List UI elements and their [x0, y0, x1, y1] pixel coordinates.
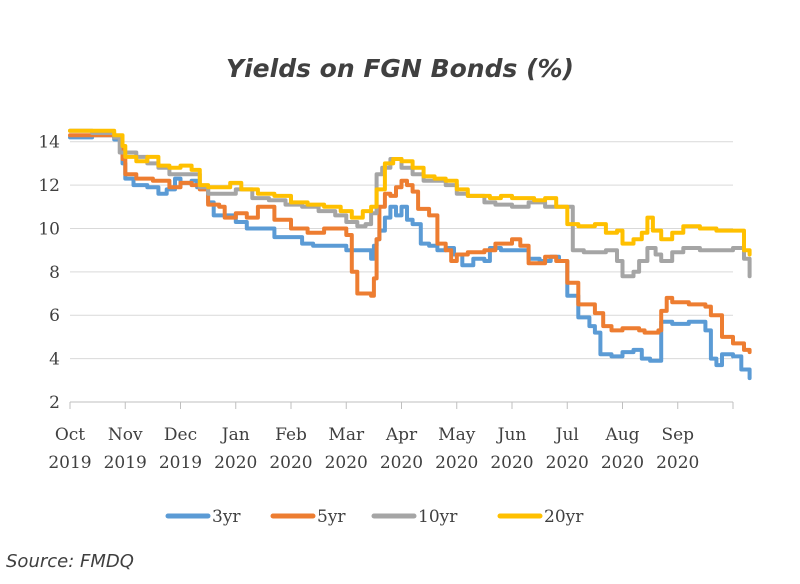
legend-label-5yr: 5yr [317, 507, 346, 527]
y-tick-label: 4 [49, 350, 60, 370]
x-tick-label-year: 2019 [104, 453, 147, 473]
legend-label-3yr: 3yr [212, 507, 241, 527]
y-tick-label: 2 [49, 393, 60, 413]
y-tick-labels: 2 4 6 8 10 12 14 [38, 133, 60, 413]
x-tick-label-year: 2020 [546, 453, 589, 473]
x-tick-label-month: Jan [220, 425, 250, 445]
chart-title: Yields on FGN Bonds (%) [226, 54, 574, 83]
series-line-10yr [68, 128, 752, 279]
series-line-3yr [68, 133, 752, 381]
x-tick-label-month: Jun [496, 425, 527, 445]
x-tick-label-month: Jul [554, 425, 579, 445]
x-tick-label-year: 2020 [656, 453, 699, 473]
y-tick-label: 14 [38, 133, 60, 153]
x-tick-label-month: Nov [108, 425, 143, 445]
x-tick-label-year: 2020 [601, 453, 644, 473]
x-tick-label-year: 2020 [490, 453, 533, 473]
x-tick-label-month: Apr [385, 425, 418, 445]
x-tick-label-month: Dec [164, 425, 197, 445]
series-line-5yr [68, 133, 752, 355]
y-tick-label: 8 [49, 263, 60, 283]
x-tick-labels: Oct 2019 Nov 2019 Dec 2019 Jan 2020 Feb 2020 Mar 20… [48, 425, 699, 473]
x-tick-label-year: 2020 [325, 453, 368, 473]
x-tick-label-month: Aug [604, 425, 639, 445]
x-tick-label-year: 2019 [48, 453, 91, 473]
source-note: Source: FMDQ [6, 551, 134, 572]
x-tick-label-month: Sep [661, 425, 694, 445]
y-tick-label: 10 [38, 219, 60, 239]
x-tick-label-year: 2020 [269, 453, 312, 473]
legend-label-20yr: 20yr [544, 507, 584, 527]
y-tick-label: 12 [38, 176, 60, 196]
legend: 3yr 5yr 10yr 20yr [165, 507, 584, 527]
x-tick-label-month: Oct [55, 425, 85, 445]
y-tick-label: 6 [49, 306, 60, 326]
axes [69, 401, 734, 409]
x-tick-label-year: 2020 [435, 453, 478, 473]
legend-label-10yr: 10yr [418, 507, 458, 527]
x-tick-label-month: May [438, 425, 476, 445]
x-tick-label-year: 2020 [214, 453, 257, 473]
x-tick-label-year: 2019 [159, 453, 202, 473]
x-tick-label-month: Feb [275, 425, 307, 445]
series-line-20yr [68, 128, 752, 257]
x-tick-label-year: 2020 [380, 453, 423, 473]
x-tick-label-month: Mar [328, 425, 365, 445]
series-lines [68, 128, 752, 381]
